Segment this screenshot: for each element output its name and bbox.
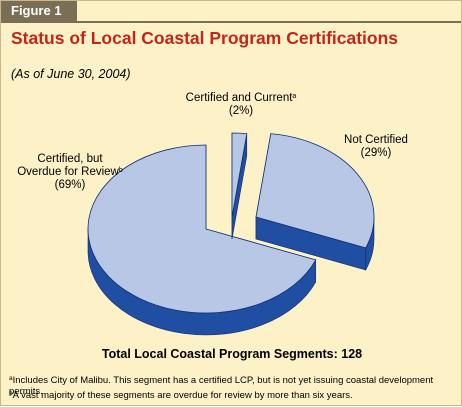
label-overdue: Certified, but Overdue for Reviewb (69%) [9,153,131,192]
label-overdue-line1: Certified, but [37,153,103,165]
label-overdue-line2: Overdue for Review [17,166,119,178]
label-not-name: Not Certified [344,134,408,146]
slice-current [231,132,248,218]
label-current-value: (2%) [228,105,254,117]
label-overdue-value: (69%) [54,179,86,191]
footnote-b-text: A vast majority of these segments are ov… [12,390,353,401]
figure-label: Figure 1 [1,1,77,21]
footnote-a: aIncludes City of Malibu. This segment h… [9,375,461,397]
footnote-a-text: Includes City of Malibu. This segment ha… [9,375,434,397]
label-certified-current: Certified and Currenta (2%) [171,92,311,118]
title-divider [1,21,461,23]
footnote-b-mark: b [9,390,13,397]
label-not-value: (29%) [360,147,392,159]
footnote-b: bA vast majority of these segments are o… [9,390,353,401]
total-segments: Total Local Coastal Program Segments: 12… [101,347,363,361]
label-overdue-footnote-mark: b [118,167,123,174]
label-current-footnote-mark: a [292,93,297,100]
footnote-a-mark: a [9,375,13,382]
chart-subtitle: (As of June 30, 2004) [11,67,131,81]
label-not-certified: Not Certified (29%) [331,134,421,160]
slice-overdue [87,144,317,314]
slice-not-certified [255,133,375,249]
label-current-name: Certified and Current [185,92,293,104]
chart-title: Status of Local Coastal Program Certific… [11,28,399,48]
